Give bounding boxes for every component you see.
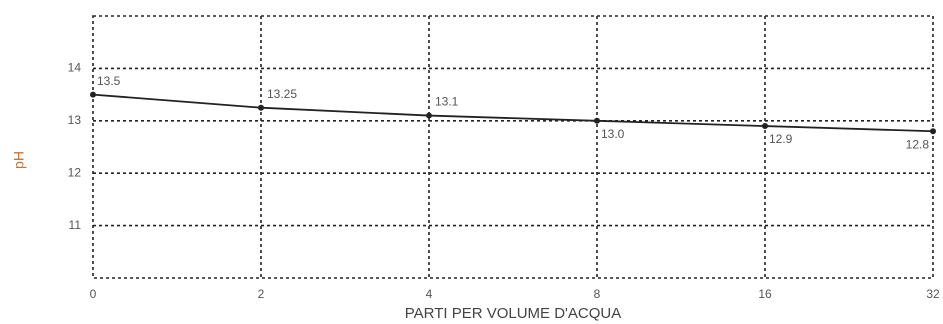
y-tick-label: 11: [69, 218, 82, 232]
y-tick-label: 14: [68, 61, 82, 75]
x-tick-label: 0: [90, 287, 97, 301]
x-tick-label: 32: [926, 287, 940, 301]
data-label: 12.8: [906, 137, 930, 151]
x-tick-label: 16: [758, 287, 772, 301]
x-axis-title: PARTI PER VOLUME D'ACQUA: [405, 305, 622, 322]
data-label: 13.25: [267, 87, 297, 101]
data-label: 13.5: [97, 74, 121, 88]
x-tick-label: 2: [258, 287, 265, 301]
y-axis-title: pH: [11, 151, 27, 169]
y-tick-label: 13: [68, 113, 82, 127]
data-point: [594, 117, 600, 124]
data-label: 13.1: [435, 95, 459, 109]
x-tick-label: 8: [594, 287, 601, 301]
plot-border: [92, 15, 934, 279]
data-line: [92, 93, 934, 133]
data-point: [426, 112, 432, 119]
y-tick-label: 12: [68, 165, 82, 179]
data-point: [90, 91, 96, 98]
data-label: 13.0: [601, 127, 625, 141]
data-point: [762, 123, 768, 130]
data-point: [258, 104, 264, 111]
x-tick-label: 4: [426, 287, 433, 301]
data-point: [930, 128, 936, 135]
data-label: 12.9: [769, 132, 793, 146]
